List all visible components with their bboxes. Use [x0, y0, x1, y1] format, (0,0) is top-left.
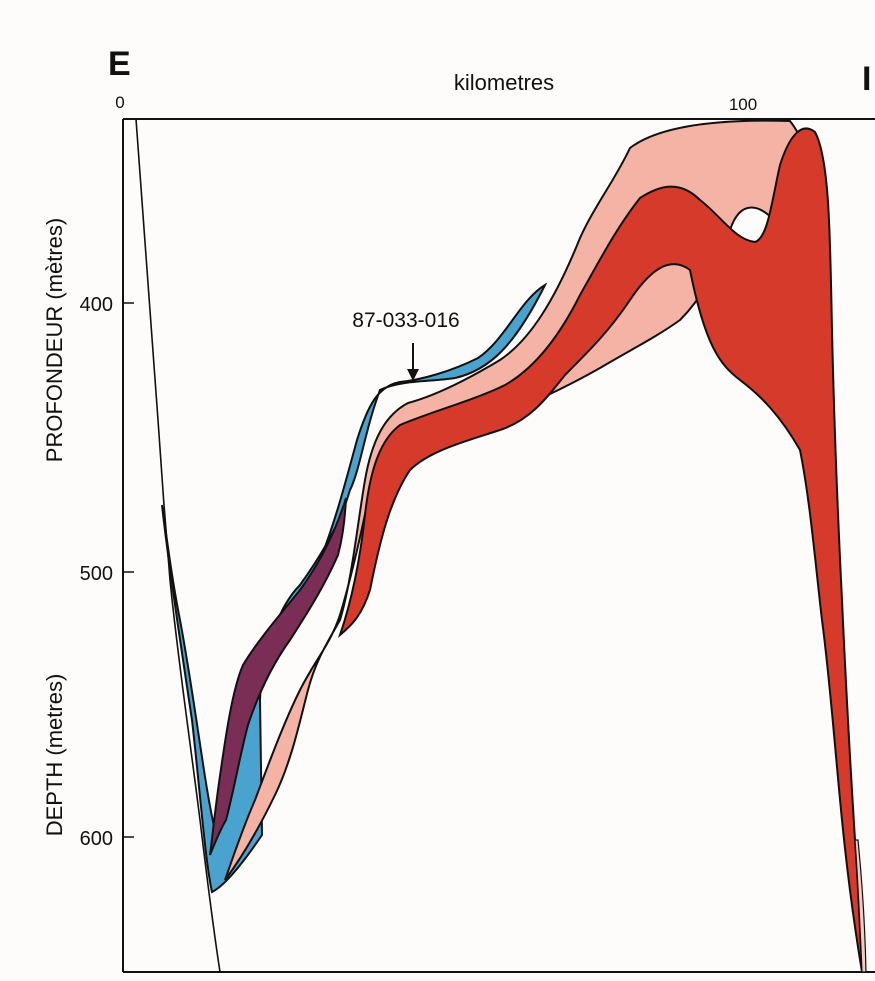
- x-tick-label-100: 100: [729, 95, 757, 114]
- y-tick-label-400: 400: [80, 294, 113, 316]
- panel-label: E: [108, 45, 131, 83]
- y-axis-label-english: DEPTH (metres): [42, 674, 67, 837]
- purple-layer: [209, 497, 347, 856]
- y-tick-label-600: 600: [80, 828, 113, 850]
- y-axis-label-french: PROFONDEUR (mètres): [42, 218, 67, 462]
- red-layer: [337, 127, 863, 973]
- y-tick-label-500: 500: [80, 563, 113, 585]
- left-profile-line: [135, 118, 221, 973]
- x-axis-label: kilometres: [454, 70, 554, 95]
- right-edge-sliver: [854, 839, 867, 973]
- annotation-label: 87-033-016: [352, 309, 459, 332]
- annotation-arrow-head: [407, 369, 419, 381]
- x-tick-label-0: 0: [115, 93, 124, 112]
- panel-label-right: I: [862, 60, 871, 98]
